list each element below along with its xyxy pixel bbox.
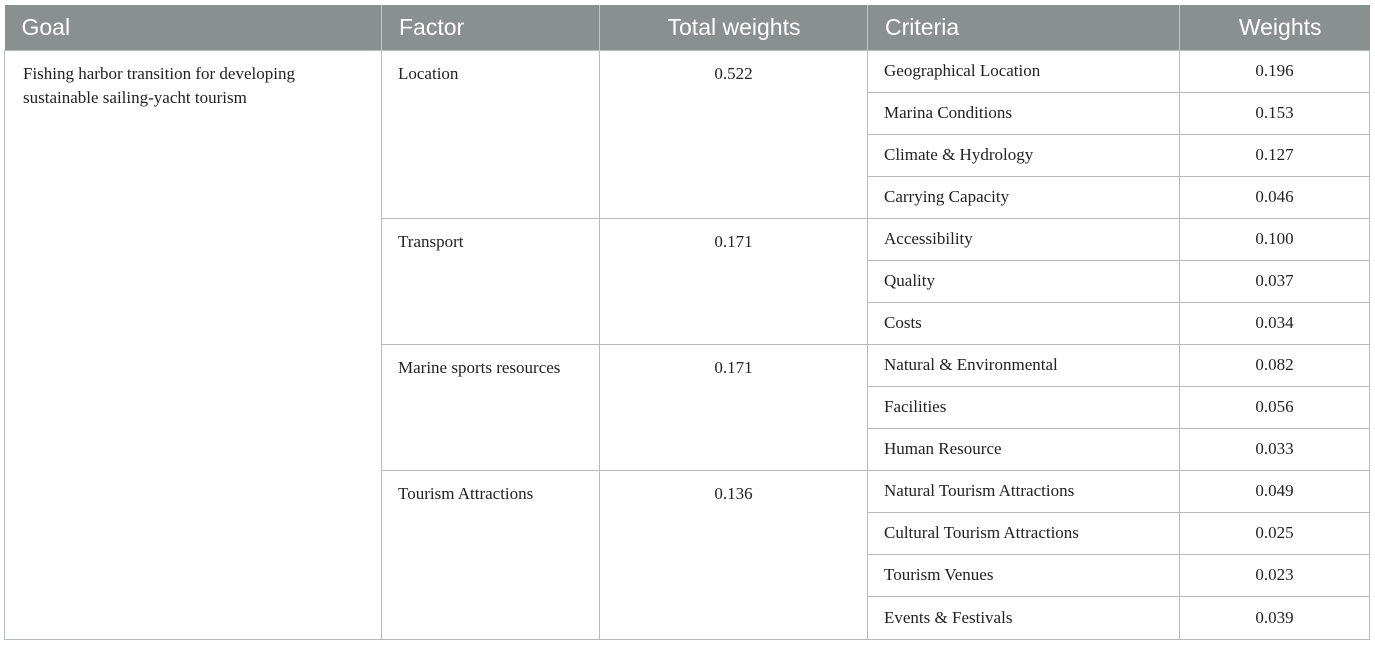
weight-cell: 0.039 xyxy=(1179,595,1370,640)
criteria-cell: Tourism Venues xyxy=(867,553,1180,597)
factor-cell: Location xyxy=(381,49,600,219)
weight-cell: 0.046 xyxy=(1179,175,1370,219)
weight-cell: 0.034 xyxy=(1179,301,1370,345)
table-row: Tourism Venues 0.023 xyxy=(5,553,1370,597)
factor-cell: Marine sports resources xyxy=(381,343,600,471)
table-row: Marine sports resources 0.171 Natural & … xyxy=(5,343,1370,471)
criteria-cell: Natural & Environmental xyxy=(867,343,1180,387)
weight-cell: 0.153 xyxy=(1179,91,1370,135)
header-weights: Weights xyxy=(1179,5,1370,50)
table-row: Events & Festivals 0.039 xyxy=(5,595,1370,640)
table-header: Goal Factor Total weights Criteria Weigh… xyxy=(4,5,1370,50)
header-criteria: Criteria xyxy=(867,5,1180,50)
table-row: Costs 0.034 xyxy=(5,301,1370,345)
factor-total-cell: 0.136 xyxy=(599,469,868,640)
criteria-cell: Human Resource xyxy=(867,427,1180,471)
criteria-cell: Marina Conditions xyxy=(867,91,1180,135)
table-row: Cultural Tourism Attractions 0.025 xyxy=(5,511,1370,555)
factor-total-cell: 0.171 xyxy=(599,217,868,345)
factor-cell: Tourism Attractions xyxy=(381,469,600,640)
table-row: Human Resource 0.033 xyxy=(5,427,1370,471)
criteria-cell: Carrying Capacity xyxy=(867,175,1180,219)
table-row: Carrying Capacity 0.046 xyxy=(5,175,1370,219)
criteria-cell: Facilities xyxy=(867,385,1180,429)
criteria-cell: Accessibility xyxy=(867,217,1180,261)
criteria-cell: Cultural Tourism Attractions xyxy=(867,511,1180,555)
table-row: Transport 0.171 Accessibility 0.100 xyxy=(5,217,1370,345)
table-row: Tourism Attractions 0.136 Natural Touris… xyxy=(5,469,1370,640)
weight-cell: 0.056 xyxy=(1179,385,1370,429)
table-row: Marina Conditions 0.153 xyxy=(5,91,1370,135)
factor-cell: Transport xyxy=(381,217,600,345)
factor-total-cell: 0.522 xyxy=(599,49,868,219)
criteria-cell: Events & Festivals xyxy=(867,595,1180,640)
weight-cell: 0.082 xyxy=(1179,343,1370,387)
weight-cell: 0.025 xyxy=(1179,511,1370,555)
weight-cell: 0.049 xyxy=(1179,469,1370,513)
criteria-cell: Climate & Hydrology xyxy=(867,133,1180,177)
factor-total-cell: 0.171 xyxy=(599,343,868,471)
criteria-cell: Quality xyxy=(867,259,1180,303)
header-goal: Goal xyxy=(4,5,382,50)
goal-cell: Fishing harbor transition for developing… xyxy=(4,49,382,640)
header-row: Goal Factor Total weights Criteria Weigh… xyxy=(4,5,1370,50)
header-total-weights: Total weights xyxy=(599,5,868,50)
weight-cell: 0.033 xyxy=(1179,427,1370,471)
weights-table: Goal Factor Total weights Criteria Weigh… xyxy=(4,5,1370,640)
criteria-cell: Natural Tourism Attractions xyxy=(867,469,1180,513)
criteria-cell: Geographical Location xyxy=(867,49,1180,93)
weight-cell: 0.037 xyxy=(1179,259,1370,303)
weight-cell: 0.196 xyxy=(1179,49,1370,93)
table-row: Fishing harbor transition for developing… xyxy=(4,49,1370,640)
weight-cell: 0.100 xyxy=(1179,217,1370,261)
criteria-cell: Costs xyxy=(867,301,1180,345)
table-row: Quality 0.037 xyxy=(5,259,1370,303)
weight-cell: 0.127 xyxy=(1179,133,1370,177)
weight-cell: 0.023 xyxy=(1179,553,1370,597)
table-body: Fishing harbor transition for developing… xyxy=(4,49,1370,640)
table-row: Climate & Hydrology 0.127 xyxy=(5,133,1370,177)
header-factor: Factor xyxy=(381,5,600,50)
